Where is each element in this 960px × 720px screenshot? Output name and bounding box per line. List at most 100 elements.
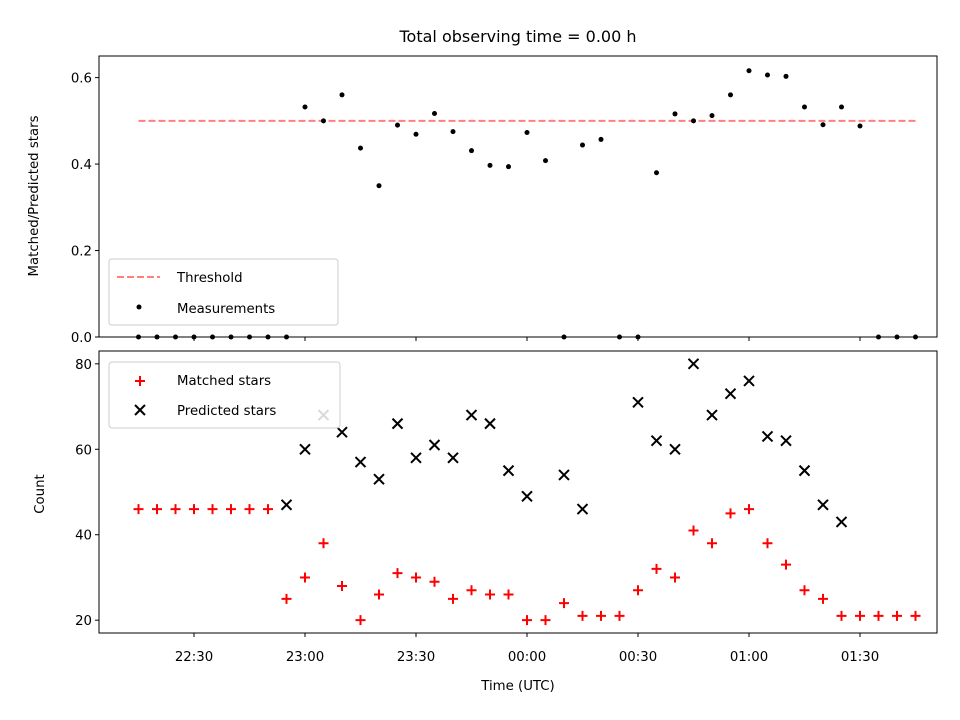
measurement-point bbox=[247, 334, 252, 340]
measurement-point bbox=[450, 129, 456, 135]
matched-star-point bbox=[392, 568, 403, 579]
predicted-star-point bbox=[447, 452, 459, 464]
measurement-point bbox=[857, 123, 863, 129]
matched-star-point bbox=[263, 504, 273, 515]
predicted-star-point bbox=[373, 473, 385, 485]
matched-star-point bbox=[189, 504, 199, 515]
predicted-star-point bbox=[391, 417, 404, 430]
matched-star-point bbox=[503, 589, 514, 600]
matched-star-point bbox=[892, 610, 902, 621]
measurement-point bbox=[913, 334, 918, 340]
matched-star-point bbox=[318, 538, 329, 549]
predicted-star-point bbox=[761, 430, 774, 443]
legend-matched-swatch bbox=[135, 376, 145, 386]
predicted-star-point bbox=[465, 409, 478, 421]
predicted-star-point bbox=[650, 435, 663, 447]
predicted-star-point bbox=[780, 435, 792, 447]
x-tick-label: 01:00 bbox=[730, 650, 768, 665]
matched-star-point bbox=[688, 525, 699, 536]
y-tick-label: 0.0 bbox=[71, 331, 92, 346]
matched-star-point bbox=[799, 585, 810, 596]
bottom-legend: Matched stars Predicted stars bbox=[108, 361, 341, 429]
matched-star-point bbox=[207, 504, 218, 515]
measurement-point bbox=[413, 131, 419, 137]
measurement-point bbox=[876, 334, 881, 340]
predicted-star-point bbox=[669, 443, 681, 455]
measurement-point bbox=[469, 148, 474, 154]
legend-measurements-swatch bbox=[136, 304, 142, 310]
matched-star-point bbox=[725, 508, 736, 519]
y-tick-label: 0.2 bbox=[71, 245, 92, 260]
legend-threshold-label: Threshold bbox=[176, 271, 243, 286]
predicted-star-point bbox=[521, 490, 533, 502]
legend-measurements-label: Measurements bbox=[177, 302, 275, 317]
measurement-point bbox=[321, 118, 326, 124]
matched-star-point bbox=[429, 576, 440, 587]
y-tick-label: 40 bbox=[75, 529, 92, 544]
y-tick-label: 0.4 bbox=[71, 158, 92, 173]
measurement-point bbox=[284, 334, 289, 340]
measurement-point bbox=[598, 136, 604, 142]
predicted-star-point bbox=[336, 426, 348, 438]
x-tick-label: 00:00 bbox=[508, 650, 546, 665]
matched-star-point bbox=[540, 615, 551, 626]
bottom-plot: 20 40 60 80 22:30 23:00 23:30 00:00 00:30 01:00 01… bbox=[75, 350, 938, 665]
y-tick-label: 60 bbox=[75, 443, 92, 458]
measurement-point bbox=[210, 334, 215, 340]
chart-title: Total observing time = 0.00 h bbox=[398, 27, 636, 46]
x-tick-label: 23:00 bbox=[286, 650, 324, 665]
matched-star-point bbox=[614, 610, 625, 621]
x-tick-label: 01:30 bbox=[841, 650, 879, 665]
bottom-y-axis-label: Count bbox=[33, 474, 48, 514]
y-tick-label: 20 bbox=[75, 614, 92, 629]
y-tick-label: 80 bbox=[75, 358, 92, 373]
predicted-star-point bbox=[798, 464, 811, 477]
measurement-point bbox=[173, 334, 178, 340]
predicted-star-point bbox=[299, 443, 311, 455]
predicted-star-point bbox=[428, 439, 441, 451]
measurement-point bbox=[339, 92, 345, 98]
measurement-point bbox=[154, 334, 160, 340]
top-legend: Threshold Measurements bbox=[108, 258, 339, 326]
measurement-point bbox=[746, 68, 752, 74]
matched-star-point bbox=[781, 559, 791, 570]
measurement-point bbox=[839, 104, 844, 110]
matched-star-point bbox=[170, 504, 181, 515]
legend-predicted-label: Predicted stars bbox=[177, 404, 276, 419]
matched-star-point bbox=[577, 610, 588, 621]
matched-star-point bbox=[355, 615, 366, 626]
matched-star-point bbox=[762, 538, 773, 549]
measurement-point bbox=[635, 334, 641, 340]
measurement-point bbox=[136, 334, 141, 340]
matched-star-point bbox=[337, 581, 347, 591]
measurement-point bbox=[728, 92, 733, 98]
predicted-star-point bbox=[632, 396, 644, 408]
measurement-point bbox=[376, 183, 382, 189]
predicted-star-point bbox=[687, 358, 700, 370]
x-axis-label: Time (UTC) bbox=[480, 679, 555, 694]
matched-star-point bbox=[633, 585, 643, 596]
predicted-star-point bbox=[706, 409, 718, 421]
matched-star-point bbox=[522, 615, 532, 626]
matched-star-point bbox=[152, 504, 162, 515]
measurement-point bbox=[820, 122, 826, 128]
legend-predicted-swatch bbox=[134, 404, 146, 416]
matched-star-point bbox=[466, 585, 477, 596]
matched-star-point bbox=[559, 598, 569, 609]
matched-star-point bbox=[244, 504, 255, 515]
measurement-point bbox=[358, 145, 363, 151]
measurement-point bbox=[783, 73, 789, 79]
predicted-star-point bbox=[502, 464, 515, 477]
measurement-point bbox=[395, 122, 400, 128]
measurement-point bbox=[524, 130, 530, 136]
matched-star-point bbox=[836, 610, 847, 621]
matched-star-point bbox=[855, 610, 865, 621]
matched-star-point bbox=[374, 589, 384, 600]
matched-star-point bbox=[300, 572, 310, 583]
legend-box bbox=[108, 361, 341, 429]
x-tick-label: 00:30 bbox=[619, 650, 657, 665]
measurement-point bbox=[228, 334, 234, 340]
matched-star-point bbox=[411, 572, 421, 583]
matched-star-point bbox=[873, 610, 884, 621]
